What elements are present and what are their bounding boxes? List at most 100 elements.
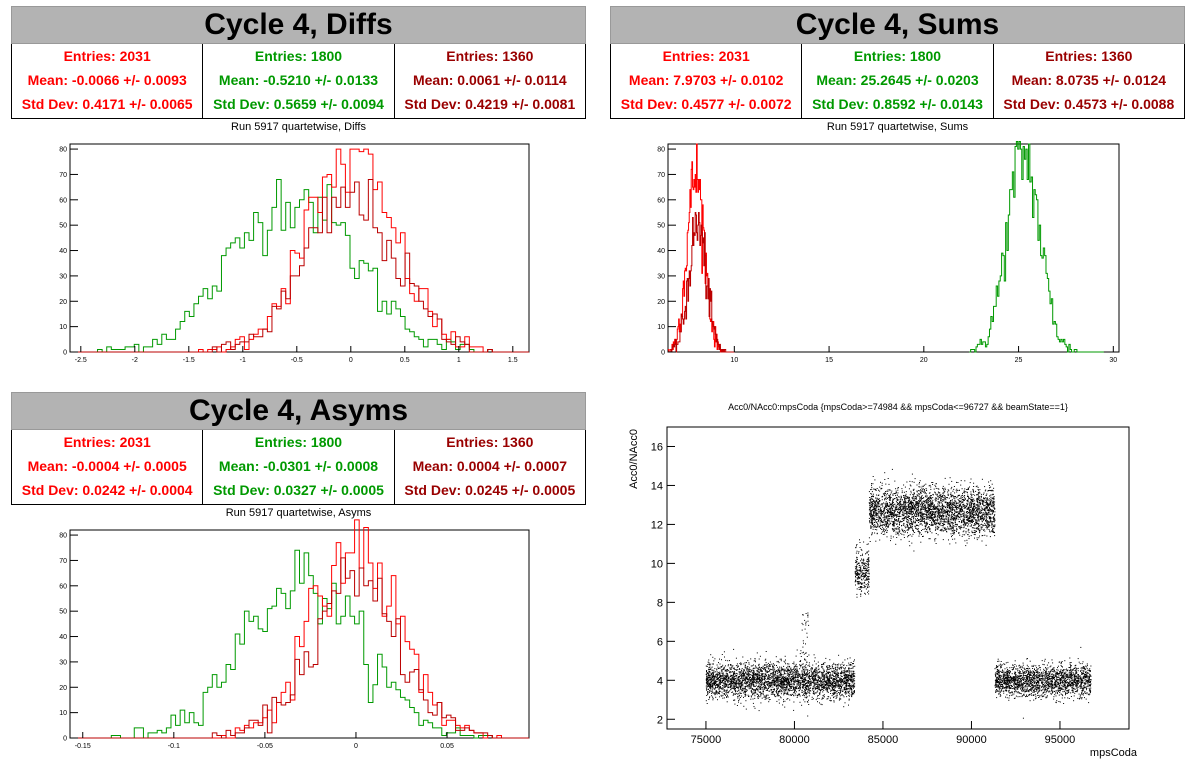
scatter-point [723, 677, 725, 679]
scatter-point [803, 669, 805, 670]
scatter-point [735, 681, 737, 683]
scatter-point [735, 684, 737, 685]
scatter-point [846, 687, 847, 689]
scatter-point [887, 523, 889, 525]
scatter-point [844, 682, 846, 684]
scatter-point [909, 501, 911, 503]
scatter-point [803, 699, 805, 701]
scatter-point [887, 493, 888, 495]
scatter-point [860, 574, 862, 576]
scatter-point [836, 678, 838, 680]
scatter-point [784, 681, 786, 683]
scatter-point [913, 497, 915, 499]
scatter-point [959, 494, 961, 496]
scatter-point [881, 484, 883, 486]
scatter-point [797, 672, 799, 674]
scatter-point [709, 663, 711, 665]
scatter-point [849, 664, 851, 666]
scatter-point [935, 513, 937, 515]
scatter-point [711, 675, 713, 677]
scatter-point [923, 521, 925, 523]
scatter-point [766, 678, 768, 680]
scatter-point [774, 668, 776, 670]
scatter-point [888, 494, 890, 496]
scatter-point [798, 681, 800, 683]
scatter-point [955, 515, 957, 517]
scatter-point [716, 669, 718, 671]
scatter-point [820, 677, 822, 679]
scatter-point [751, 681, 753, 683]
scatter-point [824, 662, 826, 664]
scatter-point [758, 679, 760, 681]
scatter-point [952, 524, 954, 526]
scatter-point [977, 501, 978, 503]
scatter-point [851, 693, 853, 695]
scatter-point [994, 511, 996, 513]
scatter-point [831, 667, 833, 669]
scatter-point [807, 687, 809, 689]
scatter-point [731, 675, 733, 677]
scatter-point [734, 678, 736, 679]
scatter-point [754, 685, 756, 687]
scatter-point [859, 582, 861, 584]
scatter-point [858, 588, 860, 590]
scatter-point [758, 685, 760, 687]
scatter-point [784, 706, 786, 708]
scatter-point [709, 674, 711, 676]
scatter-point [793, 694, 795, 696]
scatter-point [889, 495, 891, 497]
scatter-point [838, 679, 840, 681]
scatter-point [709, 672, 711, 674]
scatter-point [882, 526, 884, 528]
scatter-point [829, 674, 831, 676]
scatter-point [971, 502, 973, 504]
scatter-point [937, 512, 939, 514]
scatter-point [878, 498, 880, 500]
scatter-point [807, 701, 809, 703]
scatter-point [710, 684, 712, 686]
scatter-point [834, 663, 836, 665]
scatter-point [818, 686, 820, 688]
scatter-point [815, 686, 817, 687]
scatter-point [754, 697, 756, 699]
scatter-point [744, 678, 746, 679]
scatter-point [828, 680, 829, 682]
scatter-point [739, 679, 741, 681]
scatter-point [845, 678, 847, 680]
scatter-point [713, 673, 714, 675]
scatter-point [782, 681, 784, 683]
scatter-point [931, 508, 933, 510]
scatter-point [730, 674, 732, 676]
scatter-point [861, 564, 863, 566]
scatter-point [781, 667, 783, 669]
scatter-point [885, 511, 887, 513]
scatter-point [830, 689, 832, 691]
scatter-point [807, 680, 809, 682]
scatter-point [752, 693, 754, 695]
scatter-point [836, 694, 838, 696]
scatter-point [806, 669, 808, 671]
scatter-point [827, 678, 829, 680]
scatter-point [823, 681, 825, 683]
scatter-point [741, 682, 743, 684]
scatter-point [755, 689, 757, 691]
scatter-point [956, 506, 958, 508]
scatter-point [770, 684, 772, 686]
scatter-point [738, 671, 740, 673]
scatter-point [833, 662, 835, 664]
scatter-point [715, 691, 717, 693]
scatter-point [874, 507, 876, 509]
scatter-point [718, 672, 720, 674]
scatter-point [709, 687, 710, 689]
scatter-point [860, 555, 862, 557]
scatter-point [899, 502, 901, 504]
scatter-point [951, 522, 952, 524]
scatter-point [705, 682, 707, 684]
scatter-point [754, 658, 756, 659]
scatter-point [714, 680, 716, 681]
scatter-point [978, 537, 980, 539]
scatter-point [709, 697, 710, 699]
scatter-point [713, 670, 715, 672]
scatter-point [737, 669, 739, 671]
scatter-point [852, 667, 854, 669]
